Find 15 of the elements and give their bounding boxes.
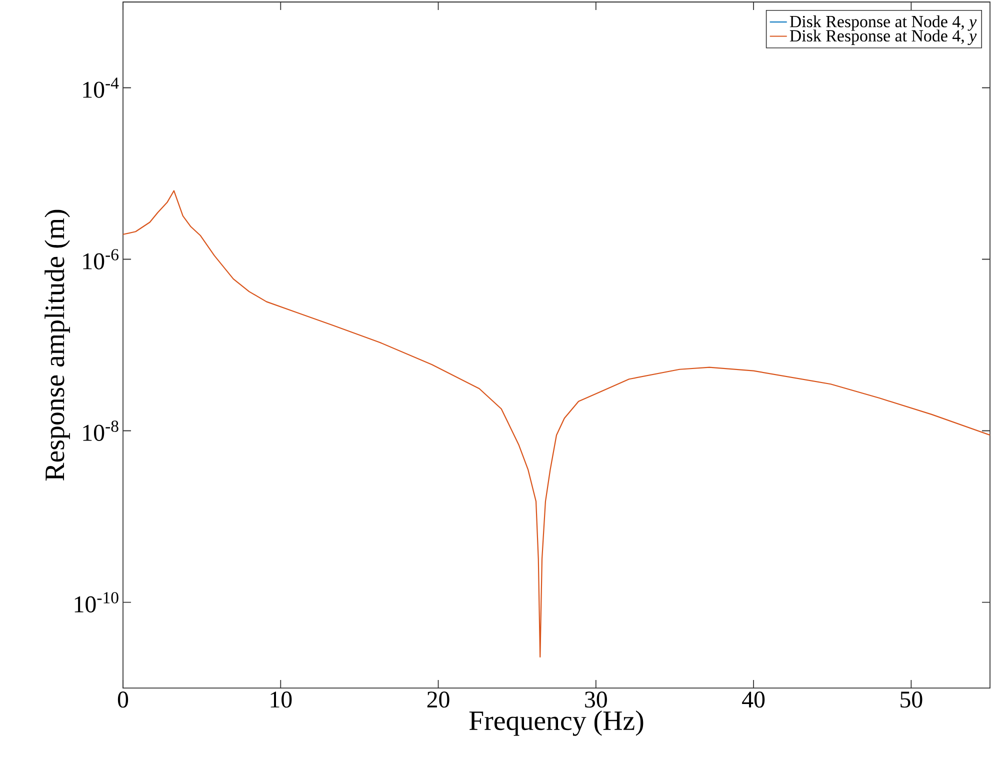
x-tick-label: 20 xyxy=(427,692,450,708)
x-tick-label: 50 xyxy=(900,692,922,708)
y-tick-label: 10$^{-4}$ xyxy=(83,78,119,98)
x-tick-label: 40 xyxy=(742,692,765,708)
x-tick-label: 0 xyxy=(118,692,128,708)
x-tick-label: 10 xyxy=(270,692,292,708)
legend-label: Disk Response at Node 4, y xyxy=(790,30,977,46)
y-tick-label: 10$^{-8}$ xyxy=(83,420,118,441)
y-tick-label: 10$^{-10}$ xyxy=(74,592,118,612)
y-tick-label: 10$^{-6}$ xyxy=(83,249,118,270)
x-tick-label: 30 xyxy=(585,692,607,708)
y-axis-title: Response amplitude (m) xyxy=(44,210,70,481)
legend-label: Disk Response at Node 4, y xyxy=(790,15,977,31)
line-series xyxy=(123,190,990,658)
x-axis-title: Frequency (Hz) xyxy=(469,710,644,736)
